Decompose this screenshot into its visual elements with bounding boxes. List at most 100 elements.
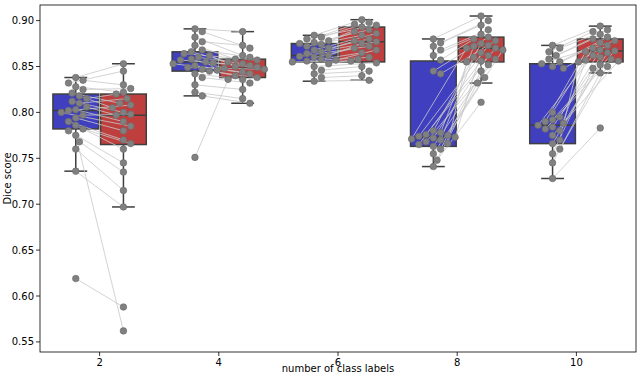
pair-line xyxy=(433,65,488,147)
point xyxy=(590,65,597,72)
point xyxy=(478,49,485,56)
point xyxy=(557,146,564,153)
point xyxy=(72,106,79,113)
point xyxy=(575,59,582,66)
point xyxy=(311,63,318,70)
point xyxy=(478,99,485,106)
point xyxy=(239,28,246,35)
point xyxy=(437,146,444,153)
point xyxy=(437,39,444,46)
point xyxy=(437,129,444,136)
point xyxy=(184,64,191,71)
point xyxy=(492,38,499,45)
point xyxy=(416,133,423,140)
point xyxy=(430,43,437,50)
pair-line xyxy=(553,128,601,178)
point xyxy=(170,60,177,67)
point xyxy=(76,100,83,107)
pair-line xyxy=(87,94,117,99)
point xyxy=(597,39,604,46)
point xyxy=(247,80,254,87)
pair-line xyxy=(76,125,124,149)
point xyxy=(120,109,127,116)
point xyxy=(615,58,622,65)
pair-line xyxy=(553,51,615,120)
point xyxy=(120,160,127,167)
point xyxy=(366,77,373,84)
x-tick-label: 4 xyxy=(216,357,222,368)
point xyxy=(120,187,127,194)
point xyxy=(359,63,366,70)
point xyxy=(351,38,358,45)
point xyxy=(296,40,303,47)
point xyxy=(597,54,604,61)
point xyxy=(597,31,604,38)
pair-line xyxy=(76,171,124,207)
point xyxy=(373,47,380,54)
point xyxy=(120,68,127,75)
point xyxy=(109,105,116,112)
point xyxy=(437,71,444,78)
point xyxy=(485,61,492,68)
point xyxy=(199,93,206,100)
point xyxy=(485,17,492,24)
point xyxy=(254,57,261,64)
x-tick xyxy=(338,352,339,356)
point xyxy=(72,275,79,282)
point xyxy=(463,59,470,66)
point xyxy=(325,60,332,67)
point xyxy=(423,131,430,138)
point xyxy=(65,118,72,125)
y-tick-label: 0.60 xyxy=(12,291,34,302)
point xyxy=(366,19,373,26)
point xyxy=(72,83,79,90)
point xyxy=(359,40,366,47)
point xyxy=(127,102,134,109)
pair-line xyxy=(441,21,489,43)
point xyxy=(546,49,553,56)
point xyxy=(604,49,611,56)
point xyxy=(611,38,618,45)
point xyxy=(445,140,452,147)
box xyxy=(53,94,99,129)
point xyxy=(535,122,542,129)
point xyxy=(304,36,311,43)
point xyxy=(557,59,564,66)
point xyxy=(199,74,206,81)
x-tick-label: 10 xyxy=(570,357,583,368)
point xyxy=(210,60,217,67)
point xyxy=(120,127,127,134)
pair-line xyxy=(300,24,355,43)
point xyxy=(351,28,358,35)
x-tick-label: 8 xyxy=(454,357,460,368)
point xyxy=(188,49,195,56)
pair-line xyxy=(76,135,124,331)
pair-line xyxy=(195,79,228,157)
point xyxy=(348,58,355,65)
point xyxy=(192,26,199,33)
point xyxy=(590,36,597,43)
y-tick-label: 0.80 xyxy=(12,107,34,118)
pair-line xyxy=(321,76,361,78)
point xyxy=(188,56,195,63)
point xyxy=(127,123,134,130)
point xyxy=(373,60,380,67)
point xyxy=(69,98,76,105)
pair-line xyxy=(314,63,376,67)
point xyxy=(76,93,83,100)
point xyxy=(478,13,485,20)
point xyxy=(239,42,246,49)
point xyxy=(604,26,611,33)
pair-line xyxy=(433,37,488,71)
point xyxy=(72,122,79,129)
y-tick xyxy=(36,341,40,342)
pair-line xyxy=(184,54,257,60)
point xyxy=(430,135,437,142)
point xyxy=(582,57,589,64)
point xyxy=(366,36,373,43)
point xyxy=(304,58,311,65)
point xyxy=(549,124,556,131)
point xyxy=(542,126,549,133)
pair-line xyxy=(76,149,124,190)
point xyxy=(199,38,206,45)
